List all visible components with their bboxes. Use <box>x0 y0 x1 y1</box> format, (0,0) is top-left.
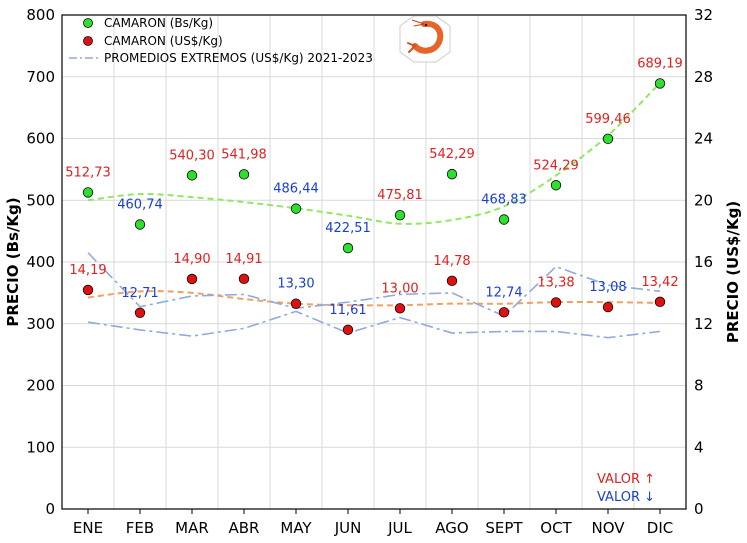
annotation-valor-down: VALOR ↓ <box>597 490 655 505</box>
shrimp-icon <box>399 15 451 63</box>
y-left-tick-label: 0 <box>45 500 55 518</box>
data-labels: 512,73 460,74 540,30 541,98 486,44 422,51 475,… <box>65 56 683 317</box>
data-label-us: 13,30 <box>277 277 314 292</box>
legend-marker-bs <box>83 18 93 28</box>
extremes-lines <box>87 252 661 339</box>
x-tick-label: FEB <box>126 519 154 537</box>
axes: 0 100 200 300 400 500 600 700 800 0 4 8 12 16 20 24 28 32… <box>26 6 713 537</box>
data-label-bs: 422,51 <box>325 221 371 236</box>
point-us <box>186 273 198 285</box>
data-label-bs: 475,81 <box>377 188 423 203</box>
y-right-tick-label: 0 <box>694 500 704 518</box>
legend-label-extremes: PROMEDIOS EXTREMOS (US$/Kg) 2021-2023 <box>104 51 373 65</box>
y-left-axis-title: PRECIO (Bs/Kg) <box>4 197 22 326</box>
y-left-tick-label: 800 <box>26 6 55 24</box>
trend-line-bs <box>87 82 661 225</box>
y-left-tick-label: 300 <box>26 315 55 333</box>
extremes-max-line <box>87 252 661 317</box>
data-label-bs: 468,83 <box>481 192 527 207</box>
y-left-tick-label: 700 <box>26 68 55 86</box>
point-bs <box>238 169 250 180</box>
data-label-us: 11,61 <box>329 303 366 318</box>
data-label-us: 13,08 <box>589 280 626 295</box>
point-bs <box>602 133 614 145</box>
data-label-us: 12,74 <box>485 285 522 300</box>
grid <box>62 14 686 510</box>
point-us <box>82 284 94 296</box>
y-right-tick-label: 8 <box>694 377 704 395</box>
plot-frame <box>61 14 687 510</box>
point-us <box>446 275 458 287</box>
point-us <box>602 301 614 313</box>
legend: CAMARON (Bs/Kg) CAMARON (US$/Kg) PROMEDI… <box>69 16 373 65</box>
data-points <box>82 78 666 335</box>
y-left-tick-label: 400 <box>26 253 55 271</box>
x-tick-label: OCT <box>540 519 572 537</box>
y-right-tick-label: 28 <box>694 68 713 86</box>
y-right-tick-label: 16 <box>694 253 713 271</box>
y-right-axis-title: PRECIO (US$/Kg) <box>724 201 742 343</box>
point-bs <box>550 180 562 191</box>
data-label-bs: 541,98 <box>221 147 267 162</box>
point-us <box>134 307 146 318</box>
data-label-us: 13,42 <box>641 275 678 290</box>
data-label-us: 12,71 <box>121 286 158 301</box>
data-label-bs: 542,29 <box>429 147 475 162</box>
point-bs <box>290 203 302 214</box>
y-left-tick-label: 100 <box>26 438 55 456</box>
point-bs <box>82 187 94 198</box>
data-label-bs: 512,73 <box>65 165 111 180</box>
point-us <box>654 296 666 308</box>
extremes-min-line <box>87 310 661 339</box>
data-label-bs: 524,29 <box>533 158 579 173</box>
data-label-us: 14,78 <box>433 254 470 269</box>
y-right-tick-label: 32 <box>694 6 713 24</box>
data-label-us: 13,00 <box>381 281 418 296</box>
legend-marker-us <box>83 36 93 46</box>
legend-label-us: CAMARON (US$/Kg) <box>104 34 223 48</box>
y-left-tick-label: 200 <box>26 377 55 395</box>
point-us <box>550 297 562 308</box>
point-us <box>238 273 250 285</box>
point-bs <box>394 209 406 221</box>
point-us <box>342 324 354 335</box>
x-tick-label: SEPT <box>485 519 523 537</box>
annotation-valor-up: VALOR ↑ <box>597 472 655 487</box>
y-left-tick-label: 600 <box>26 130 55 148</box>
x-tick-label: MAR <box>175 519 209 537</box>
data-label-bs: 689,19 <box>637 56 683 71</box>
x-tick-label: NOV <box>591 519 625 537</box>
y-right-tick-label: 12 <box>694 315 713 333</box>
data-label-us: 13,38 <box>537 275 574 290</box>
legend-label-bs: CAMARON (Bs/Kg) <box>104 16 213 30</box>
data-label-us: 14,19 <box>69 263 106 278</box>
data-label-bs: 540,30 <box>169 148 215 163</box>
point-bs <box>446 168 458 180</box>
x-tick-label: ENE <box>73 519 103 537</box>
data-label-bs: 460,74 <box>117 197 163 212</box>
y-left-tick-label: 500 <box>26 191 55 209</box>
point-us <box>290 298 302 309</box>
x-tick-label: ABR <box>229 519 260 537</box>
x-tick-label: AGO <box>435 519 468 537</box>
x-tick-label: JUN <box>334 519 362 537</box>
point-bs <box>498 214 510 225</box>
x-tick-label: MAY <box>280 519 312 537</box>
x-tick-label: JUL <box>387 519 412 537</box>
y-right-tick-label: 24 <box>694 130 713 148</box>
data-label-bs: 599,46 <box>585 112 631 127</box>
y-right-tick-label: 4 <box>694 438 704 456</box>
point-bs <box>342 242 354 254</box>
data-label-us: 14,91 <box>225 252 262 267</box>
data-label-bs: 486,44 <box>273 182 319 197</box>
point-bs <box>186 170 198 181</box>
point-bs <box>654 78 666 89</box>
point-us <box>394 303 406 314</box>
x-tick-label: DIC <box>647 519 673 537</box>
data-label-us: 14,90 <box>173 252 210 267</box>
point-us <box>498 307 510 318</box>
point-bs <box>134 219 146 230</box>
y-right-tick-label: 20 <box>694 191 713 209</box>
